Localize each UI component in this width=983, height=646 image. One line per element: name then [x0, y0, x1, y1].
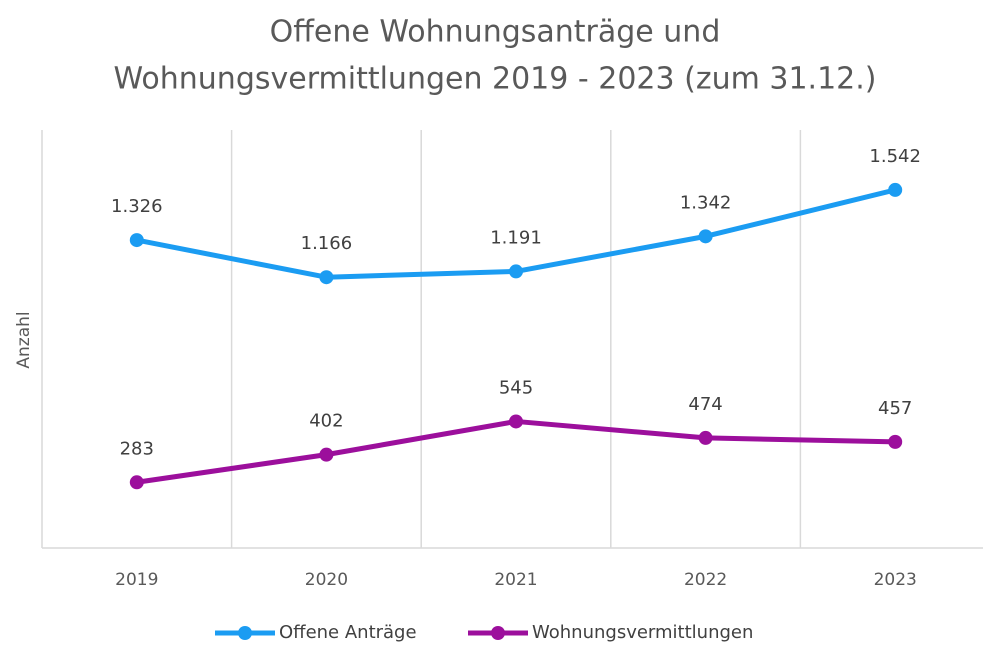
data-point	[888, 182, 903, 197]
data-label: 283	[120, 438, 154, 459]
data-point	[319, 270, 334, 285]
x-tick-label: 2021	[494, 570, 537, 590]
legend-marker	[491, 626, 505, 640]
legend-label: Wohnungsvermittlungen	[532, 622, 753, 643]
data-point	[129, 233, 144, 248]
chart-title: Wohnungsvermittlungen 2019 - 2023 (zum 3…	[114, 62, 877, 97]
data-point	[888, 434, 903, 449]
chart-title: Offene Wohnungsanträge und	[270, 15, 721, 50]
data-label: 1.326	[111, 196, 163, 217]
data-label: 1.542	[869, 146, 921, 167]
data-point	[129, 475, 144, 490]
data-label: 457	[878, 398, 912, 419]
data-point	[698, 430, 713, 445]
data-point	[509, 414, 523, 429]
data-point	[698, 229, 713, 244]
x-tick-label: 2019	[115, 570, 158, 590]
data-label: 1.166	[301, 233, 353, 254]
data-point	[509, 264, 523, 279]
legend-label: Offene Anträge	[279, 622, 417, 643]
y-axis-label: Anzahl	[14, 311, 34, 368]
series-line	[136, 418, 896, 485]
x-tick-label: 2020	[305, 570, 348, 590]
data-label: 402	[309, 411, 343, 432]
x-tick-label: 2022	[684, 570, 727, 590]
data-point	[319, 447, 334, 462]
data-label: 1.191	[490, 227, 542, 248]
data-label: 1.342	[680, 192, 732, 213]
legend-marker	[238, 626, 252, 640]
data-label: 474	[688, 394, 722, 415]
x-tick-label: 2023	[874, 570, 917, 590]
data-label: 545	[499, 377, 533, 398]
